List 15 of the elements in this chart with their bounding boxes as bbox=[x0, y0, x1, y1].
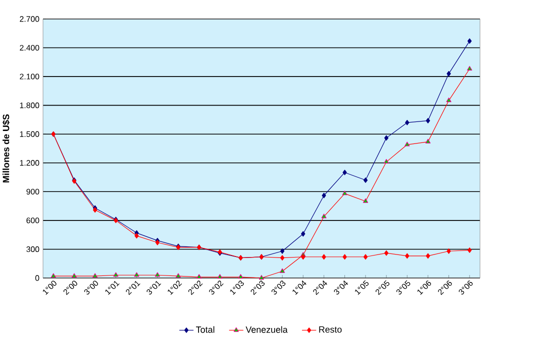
y-tick-label: 1.500 bbox=[20, 131, 40, 137]
y-tick-label: 900 bbox=[26, 188, 40, 194]
y-tick-label: 1.200 bbox=[20, 160, 40, 166]
legend-label: Resto bbox=[319, 326, 342, 333]
legend-label: Total bbox=[196, 326, 214, 333]
y-tick-label: 2.400 bbox=[20, 44, 40, 51]
x-tick-label: 3°01 bbox=[146, 280, 162, 295]
y-tick-label: 300 bbox=[26, 246, 40, 252]
y-axis-title: Millones de U$S bbox=[2, 114, 10, 182]
y-tick-label: 1.800 bbox=[20, 102, 40, 108]
legend-label: Venezuela bbox=[246, 326, 288, 333]
y-tick-label: 0 bbox=[35, 275, 40, 281]
y-tick-label: 2.100 bbox=[20, 74, 40, 80]
y-tick-label: 600 bbox=[26, 218, 40, 224]
y-tick-label: 2.700 bbox=[20, 16, 40, 22]
